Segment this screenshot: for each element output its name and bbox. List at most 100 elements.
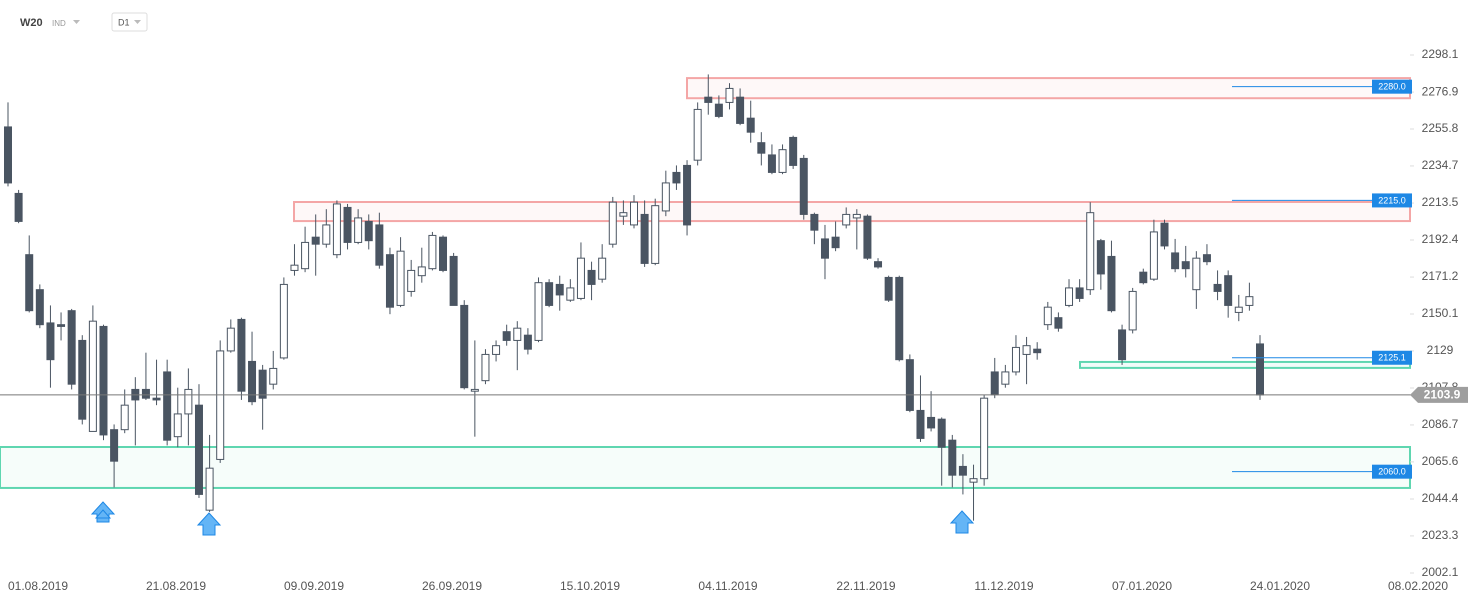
candle-body <box>1065 287 1074 306</box>
candle-body <box>258 369 267 399</box>
y-tick-label: 2234.7 <box>1422 158 1459 172</box>
y-tick-label: 2044.4 <box>1422 491 1459 505</box>
candle-body <box>948 439 957 476</box>
x-tick-label: 04.11.2019 <box>698 579 757 593</box>
candle-body <box>799 157 808 215</box>
candle-body <box>1022 345 1031 355</box>
candle-body <box>1192 257 1201 291</box>
candle-body <box>980 397 989 480</box>
candle-body <box>1118 329 1127 361</box>
candle-body <box>778 149 787 173</box>
symbol: W20 <box>20 17 43 29</box>
candle-body <box>301 241 310 270</box>
candle-body <box>1202 254 1211 263</box>
candle-body <box>555 283 564 296</box>
candle-body <box>279 283 288 359</box>
candle-body <box>67 310 76 385</box>
x-tick-label: 22.11.2019 <box>836 579 895 593</box>
candle-body <box>651 205 660 264</box>
x-tick-label: 08.02.2020 <box>1388 579 1448 593</box>
candle-body <box>757 142 766 154</box>
candle-body <box>194 404 203 495</box>
x-tick-label: 21.08.2019 <box>146 579 206 593</box>
candle-body <box>332 203 341 256</box>
candle-body <box>619 212 628 217</box>
candle-body <box>1149 231 1158 280</box>
candle-body <box>1139 271 1148 284</box>
candle-body <box>88 320 97 432</box>
candle-body <box>1086 212 1095 291</box>
candle-body <box>1245 296 1254 306</box>
candle-body <box>789 136 798 166</box>
y-tick-label: 2171.2 <box>1422 269 1459 283</box>
candle-body <box>449 255 458 306</box>
candle-body <box>513 327 522 341</box>
candle-body <box>767 154 776 173</box>
x-tick-label: 09.09.2019 <box>284 579 344 593</box>
last-price-label: 2103.9 <box>1424 388 1461 402</box>
candle-body <box>375 224 384 266</box>
candle-body <box>831 236 840 249</box>
candle-body <box>842 213 851 226</box>
candle-body <box>25 254 34 312</box>
candle-body <box>1043 306 1052 326</box>
candle-body <box>4 126 12 184</box>
y-tick-label: 2255.8 <box>1422 121 1459 135</box>
last-price-box <box>1410 386 1468 403</box>
candle-body <box>1213 283 1222 292</box>
x-tick-label: 26.09.2019 <box>422 579 482 593</box>
candle-body <box>1054 317 1063 329</box>
candle-body <box>630 201 638 226</box>
arrows <box>90 501 975 536</box>
candle-body <box>725 87 734 103</box>
candle-body <box>693 108 702 161</box>
candle-body <box>1181 261 1190 270</box>
candle-body <box>1256 343 1264 396</box>
candle-body <box>576 257 585 299</box>
candle-body <box>110 429 119 462</box>
interval-select[interactable] <box>111 12 148 32</box>
candle-body <box>905 359 914 411</box>
level-box <box>1372 350 1412 365</box>
dropdown-arrow[interactable] <box>134 20 141 24</box>
candle-body <box>746 117 755 133</box>
candle-body <box>895 276 904 361</box>
y-tick-label: 2129 <box>1427 343 1454 357</box>
candle-body <box>640 213 649 264</box>
candle-body <box>1107 255 1116 312</box>
candle-body <box>598 257 607 280</box>
candle-body <box>1001 371 1010 385</box>
candle-body <box>683 164 692 226</box>
level-label: 2280.0 <box>1378 82 1406 92</box>
candle-body <box>523 334 532 350</box>
candle-body <box>714 103 723 117</box>
candle-body <box>364 220 373 242</box>
candle-body <box>439 236 448 271</box>
candle-body <box>884 276 893 301</box>
level-label: 2215.0 <box>1378 195 1406 205</box>
x-tick-label: 01.08.2019 <box>8 579 68 593</box>
candle-body <box>322 224 331 245</box>
dropdown-arrow[interactable] <box>73 20 80 24</box>
candle-body <box>141 388 150 399</box>
candle-body <box>152 397 161 401</box>
candle-body <box>704 96 713 103</box>
candle-body <box>216 350 225 460</box>
candle-body <box>343 206 352 243</box>
level-label: 2060.0 <box>1378 467 1406 477</box>
candle-body <box>354 217 363 243</box>
level-label: 2125.1 <box>1378 353 1406 363</box>
up-arrow <box>196 512 222 536</box>
candle-body <box>545 282 554 306</box>
zone <box>1079 360 1411 369</box>
y-tick-label: 2086.7 <box>1422 417 1459 431</box>
level-box <box>1372 193 1412 208</box>
interval[interactable]: D1 <box>118 17 130 27</box>
candle-body <box>502 331 511 341</box>
market[interactable]: IND <box>52 19 66 28</box>
candle-body <box>874 261 883 268</box>
candle-body <box>969 478 978 483</box>
y-tick-label: 2023.3 <box>1422 528 1459 542</box>
y-tick-label: 2298.1 <box>1422 47 1459 61</box>
candle-body <box>1224 275 1233 306</box>
